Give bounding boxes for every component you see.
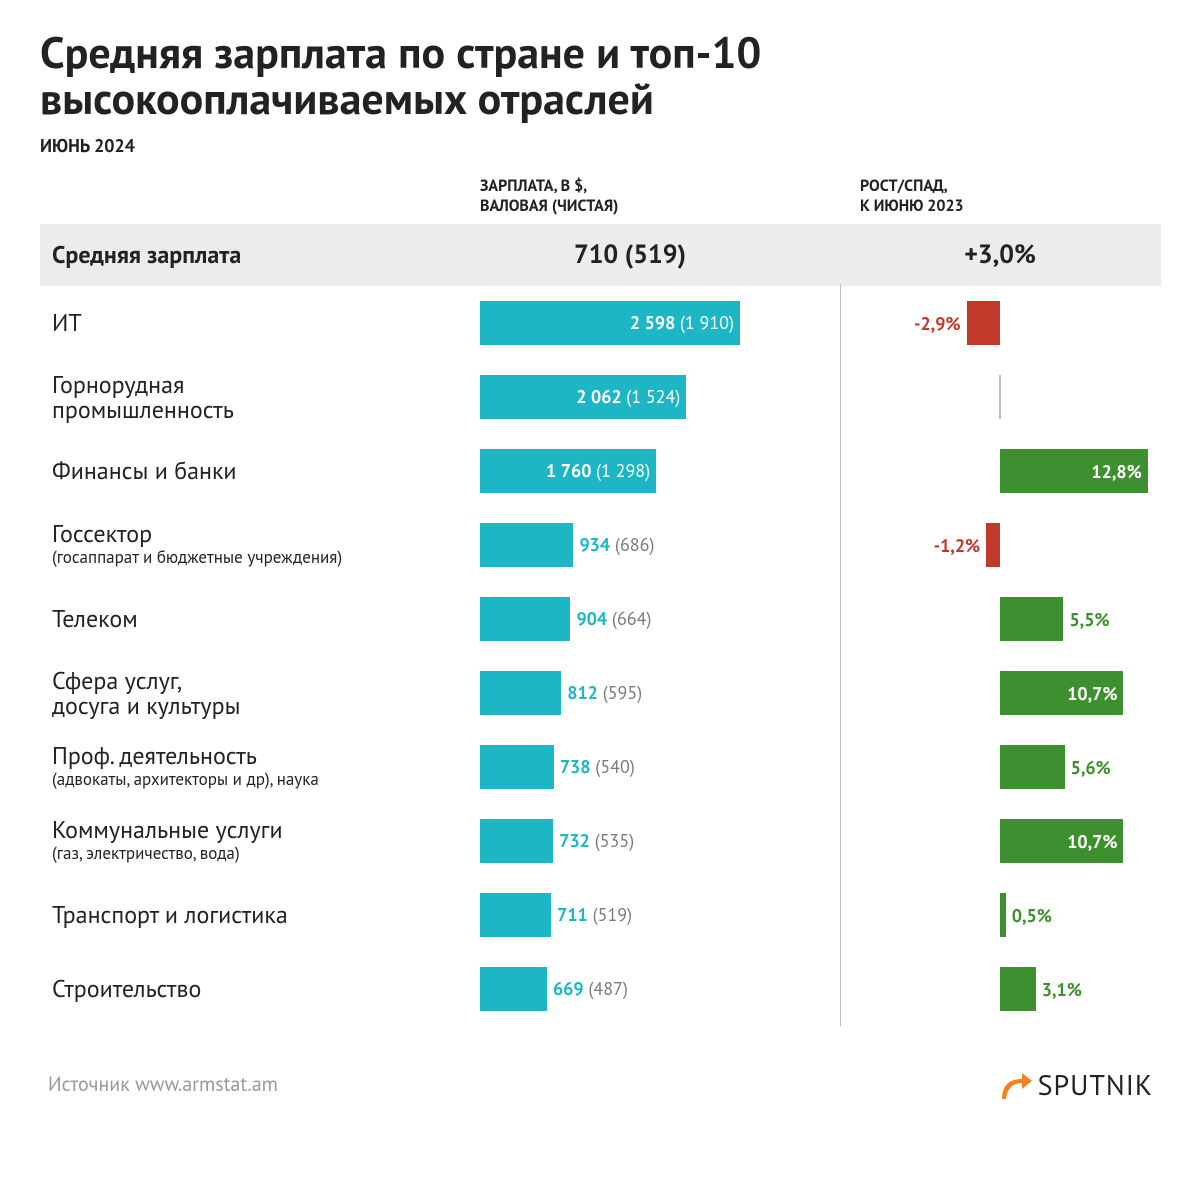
change-cell [840, 375, 1160, 419]
table-row: Сфера услуг,досуга и культуры 812 (595) 10… [40, 656, 1161, 730]
row-label: ИТ [52, 310, 470, 335]
change-cell: 10,7% [840, 671, 1160, 715]
row-sublabel: (госаппарат и бюджетные учреждения) [52, 546, 470, 568]
row-sublabel: (газ, электричество, вода) [52, 842, 470, 864]
change-value: -2,9% [914, 312, 961, 335]
source-text: Источник www.armstat.am [48, 1071, 278, 1097]
sputnik-icon [998, 1067, 1034, 1103]
table-row: Транспорт и логистика 711 (519) 0,5% [40, 878, 1161, 952]
title: Средняя зарплата по стране и топ-10 высо… [40, 30, 1161, 122]
change-value: 3,1% [1042, 978, 1082, 1001]
salary-value: 2 598 (1 910) [630, 311, 734, 334]
change-bar [1000, 967, 1036, 1011]
column-headers: ЗАРПЛАТА, В $,ВАЛОВАЯ (ЧИСТАЯ) РОСТ/СПАД… [40, 177, 1161, 215]
average-salary: 710 (519) [480, 238, 840, 271]
average-label: Средняя зарплата [40, 239, 480, 270]
sputnik-logo: SPUTNIK [998, 1066, 1153, 1103]
salary-bar [480, 745, 554, 789]
change-bar [967, 301, 1000, 345]
average-change: +3,0% [840, 238, 1160, 271]
table-row: Госсектор(госаппарат и бюджетные учрежде… [40, 508, 1161, 582]
row-sublabel: (адвокаты, архитекторы и др), наука [52, 768, 470, 790]
table-row: Проф. деятельность(адвокаты, архитекторы… [40, 730, 1161, 804]
table-row: Финансы и банки 1 760 (1 298) 12,8% [40, 434, 1161, 508]
salary-bar [480, 967, 547, 1011]
average-row: Средняя зарплата 710 (519) +3,0% [40, 224, 1161, 286]
change-cell: 10,7% [840, 819, 1160, 863]
table-row: Горноруднаяпромышленность 2 062 (1 524) [40, 360, 1161, 434]
change-value: 0,5% [1012, 904, 1052, 927]
data-rows: ИТ 2 598 (1 910) -2,9% Горноруднаяпромышлен… [40, 286, 1161, 1026]
salary-bar [480, 819, 553, 863]
salary-value: 904 (664) [576, 607, 651, 630]
salary-value: 2 062 (1 524) [576, 385, 680, 408]
salary-bar [480, 893, 551, 937]
header-salary: ЗАРПЛАТА, В $,ВАЛОВАЯ (ЧИСТАЯ) [480, 177, 840, 215]
salary-bar [480, 671, 561, 715]
salary-bar: 1 760 (1 298) [480, 449, 656, 493]
row-label: Транспорт и логистика [52, 902, 470, 927]
subtitle: ИЮНЬ 2024 [40, 134, 1161, 157]
row-label: Сфера услуг,досуга и культуры [52, 668, 470, 718]
salary-bar [480, 523, 573, 567]
table-row: ИТ 2 598 (1 910) -2,9% [40, 286, 1161, 360]
change-value: 5,6% [1071, 756, 1111, 779]
table-row: Строительство 669 (487) 3,1% [40, 952, 1161, 1026]
logo-text: SPUTNIK [1038, 1066, 1153, 1103]
salary-value: 934 (686) [579, 533, 654, 556]
change-cell: 5,5% [840, 597, 1160, 641]
change-bar [1000, 745, 1065, 789]
footer: Источник www.armstat.am SPUTNIK [40, 1066, 1161, 1103]
change-cell: 5,6% [840, 745, 1160, 789]
table-row: Коммунальные услуги(газ, электричество, … [40, 804, 1161, 878]
change-cell: -1,2% [840, 523, 1160, 567]
salary-bar: 2 062 (1 524) [480, 375, 686, 419]
row-label: Телеком [52, 606, 470, 631]
change-value: 10,7% [1067, 682, 1117, 705]
salary-value: 812 (595) [567, 681, 642, 704]
row-label: Проф. деятельность [52, 743, 470, 768]
row-label: Коммунальные услуги [52, 817, 470, 842]
salary-value: 669 (487) [553, 977, 628, 1000]
salary-value: 732 (535) [559, 829, 634, 852]
header-change: РОСТ/СПАД,К ИЮНЮ 2023 [840, 177, 1160, 215]
change-cell: 0,5% [840, 893, 1160, 937]
change-bar [999, 375, 1001, 419]
row-label: Горноруднаяпромышленность [52, 372, 470, 422]
row-label: Строительство [52, 976, 470, 1001]
change-value: -1,2% [934, 534, 981, 557]
salary-value: 738 (540) [560, 755, 635, 778]
change-bar [1000, 893, 1006, 937]
salary-value: 711 (519) [557, 903, 632, 926]
change-value: 12,8% [1091, 460, 1141, 483]
row-label: Госсектор [52, 521, 470, 546]
salary-bar [480, 597, 570, 641]
change-value: 10,7% [1067, 830, 1117, 853]
change-bar [986, 523, 1000, 567]
row-label: Финансы и банки [52, 458, 470, 483]
infographic-container: Средняя зарплата по стране и топ-10 высо… [0, 0, 1201, 1123]
change-bar [1000, 597, 1063, 641]
change-cell: 3,1% [840, 967, 1160, 1011]
change-value: 5,5% [1069, 608, 1109, 631]
change-cell: -2,9% [840, 301, 1160, 345]
salary-bar: 2 598 (1 910) [480, 301, 740, 345]
table-row: Телеком 904 (664) 5,5% [40, 582, 1161, 656]
salary-value: 1 760 (1 298) [546, 459, 650, 482]
change-cell: 12,8% [840, 449, 1160, 493]
